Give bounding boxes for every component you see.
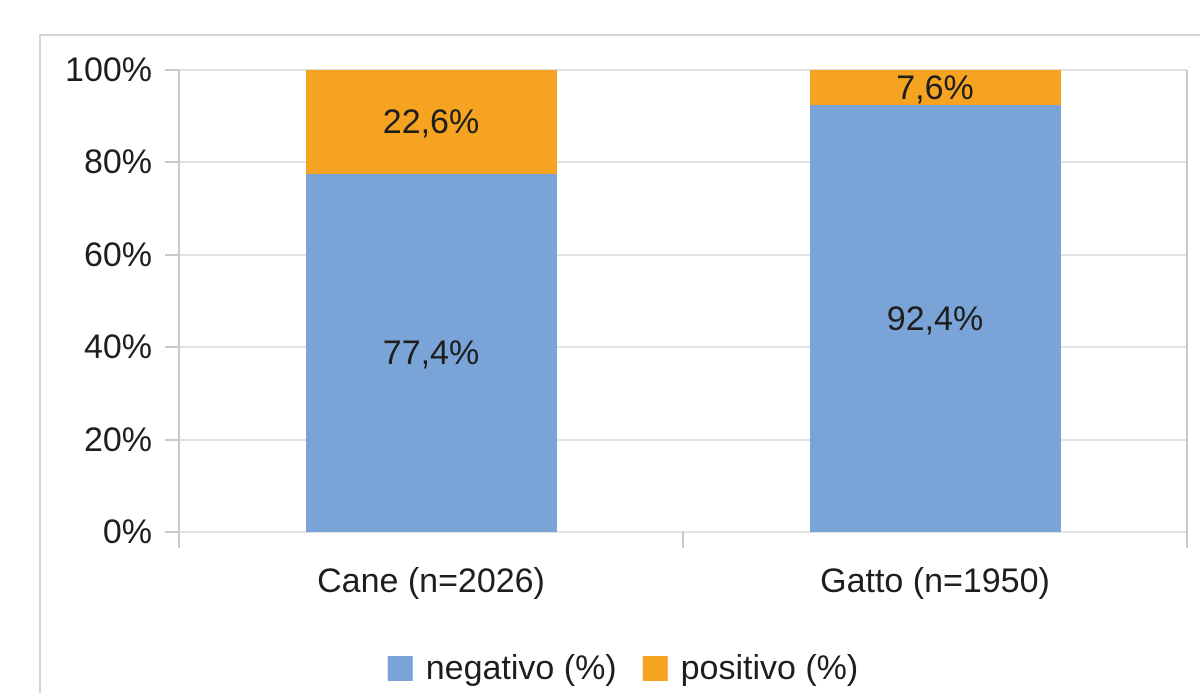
x-axis-tick — [682, 532, 684, 548]
bar-segment-negativo — [305, 174, 557, 532]
category-label: Cane (n=2026) — [317, 562, 545, 600]
bar-segment-positivo — [809, 70, 1061, 106]
gridline — [179, 253, 1187, 256]
bar-segment-negativo — [809, 105, 1061, 532]
y-axis-tick — [165, 531, 179, 533]
bar-segment-label: 22,6% — [382, 103, 480, 142]
y-axis-tick-label: 20% — [83, 420, 152, 459]
bar-segment-label: 7,6% — [896, 68, 974, 107]
category-label: Gatto (n=1950) — [820, 562, 1050, 600]
y-axis-tick — [165, 161, 179, 164]
y-axis-tick-label: 100% — [65, 51, 152, 89]
legend: negativo (%) positivo (%) — [387, 648, 859, 688]
y-axis-tick-label: 0% — [102, 513, 152, 551]
y-axis-tick-label: 60% — [83, 235, 152, 274]
legend-item: positivo (%) — [642, 648, 859, 688]
y-axis-tick — [165, 346, 179, 349]
y-axis-tick — [165, 69, 179, 71]
gridline — [179, 346, 1187, 349]
legend-label: positivo (%) — [680, 649, 859, 687]
bar-segment-positivo — [305, 70, 557, 175]
gridline — [179, 69, 1187, 71]
gridline — [179, 438, 1187, 441]
legend-item: negativo (%) — [387, 648, 617, 688]
bar-segment-label: 92,4% — [886, 299, 984, 338]
y-axis-tick-label: 40% — [83, 328, 152, 367]
y-axis-tick — [165, 253, 179, 256]
legend-label: negativo (%) — [425, 649, 617, 687]
plot-right-line — [1186, 70, 1188, 548]
y-axis-tick-label: 80% — [83, 143, 152, 182]
legend-swatch-icon — [642, 655, 668, 681]
y-axis-tick — [165, 438, 179, 441]
bar-segment-label: 77,4% — [382, 334, 480, 373]
y-axis-line — [178, 70, 180, 548]
gridline — [179, 161, 1187, 164]
legend-swatch-icon — [387, 655, 413, 681]
